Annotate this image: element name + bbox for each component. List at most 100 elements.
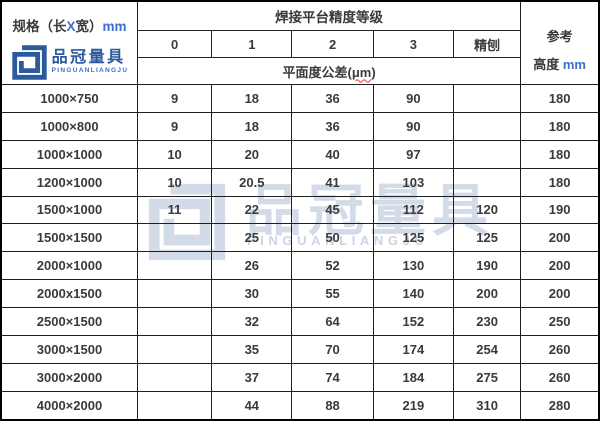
finish-planed-cell xyxy=(452,139,522,169)
spec-title-unit: mm xyxy=(102,18,127,34)
table-row: 3000×2000 37 74 184 275 260 xyxy=(0,362,600,392)
grade1-cell: 20 xyxy=(211,139,293,169)
grade3-cell: 103 xyxy=(372,167,454,197)
grade1-cell: 30 xyxy=(211,279,293,308)
spec-title-text2: 宽） xyxy=(75,18,103,34)
spec-cell: 4000×2000 xyxy=(0,390,138,421)
spec-cell: 1000×750 xyxy=(0,84,138,113)
grade3-cell: 184 xyxy=(372,362,454,392)
grade3-cell: 130 xyxy=(372,251,454,281)
spec-cell: 2000x1500 xyxy=(0,279,138,308)
grade2-cell: 88 xyxy=(291,390,374,421)
brand-name: 品冠量具 xyxy=(51,49,126,66)
height-cell: 180 xyxy=(520,139,600,169)
finish-planed-cell xyxy=(452,167,522,197)
brand-romanized: PINGUANLIANGJU xyxy=(51,67,129,74)
finish-planed-cell: 275 xyxy=(452,362,522,392)
grade3-cell: 90 xyxy=(372,84,454,113)
grade0-cell xyxy=(136,390,213,421)
grade2-cell: 74 xyxy=(291,362,374,392)
grade0-cell xyxy=(136,279,213,308)
grade-col-finish-planed: 精刨 xyxy=(452,30,522,58)
grade-col-3: 3 xyxy=(372,30,454,58)
spec-cell: 1000×1000 xyxy=(0,139,138,169)
table-row: 1000×800 9 18 36 90 180 xyxy=(0,111,600,141)
grade-col-1: 1 xyxy=(211,30,293,58)
flatness-tolerance-header: 平面度公差(μm) xyxy=(136,57,522,85)
spec-cell: 1000×800 xyxy=(0,111,138,141)
grade1-cell: 37 xyxy=(211,362,293,392)
height-cell: 180 xyxy=(520,84,600,113)
flatness-label-suffix: ) xyxy=(371,64,376,80)
grade0-cell: 11 xyxy=(136,195,213,225)
table-row: 1000×750 9 18 36 90 180 xyxy=(0,84,600,113)
finish-planed-cell xyxy=(452,84,522,113)
grade2-cell: 45 xyxy=(291,195,374,225)
grade0-cell xyxy=(136,251,213,281)
grade1-cell: 32 xyxy=(211,307,293,336)
header-row-2: 0 1 2 3 精刨 xyxy=(1,30,599,58)
header-row-1: 规格（长X宽）mm 品冠量具 PINGUANLIANGJU 焊接平台精度等级 参… xyxy=(0,0,600,85)
height-cell: 260 xyxy=(520,334,600,364)
grade3-cell: 90 xyxy=(372,111,454,141)
table-row: 2500×1500 32 64 152 230 250 xyxy=(0,307,600,336)
flatness-label: 平面度公差( xyxy=(282,64,352,80)
height-cell: 200 xyxy=(520,223,600,253)
spec-title-text: 规格（长 xyxy=(12,18,67,34)
height-cell: 260 xyxy=(520,362,600,392)
grade0-cell: 10 xyxy=(136,167,213,197)
grade2-cell: 70 xyxy=(291,334,374,364)
grade1-cell: 35 xyxy=(211,334,293,364)
grade0-cell xyxy=(136,223,213,253)
finish-planed-cell: 125 xyxy=(452,223,522,253)
finish-planed-cell: 310 xyxy=(452,390,522,421)
grade0-cell: 10 xyxy=(136,139,213,169)
ref-height-line2: 高度 mm xyxy=(521,54,598,73)
spec-cell: 1200×1000 xyxy=(0,167,138,197)
table-row: 2000x1500 30 55 140 200 200 xyxy=(0,279,600,308)
table-row: 1500×1500 25 50 125 125 200 xyxy=(0,223,600,253)
grade3-cell: 174 xyxy=(372,334,454,364)
spec-cell: 2500×1500 xyxy=(0,307,138,336)
spec-cell: 3000×1500 xyxy=(0,334,138,364)
grade2-cell: 36 xyxy=(291,84,374,113)
grade3-cell: 140 xyxy=(372,279,454,308)
ref-height-header-cell: 参考 高度 mm xyxy=(520,0,600,85)
flatness-unit: μm xyxy=(351,64,372,80)
grade-col-2: 2 xyxy=(291,30,374,58)
grade3-cell: 125 xyxy=(372,223,454,253)
table-row: 3000×1500 35 70 174 254 260 xyxy=(0,334,600,364)
finish-planed-cell: 190 xyxy=(452,251,522,281)
grade1-cell: 44 xyxy=(211,390,293,421)
grade3-cell: 112 xyxy=(372,195,454,225)
height-cell: 200 xyxy=(520,279,600,308)
grade0-cell: 9 xyxy=(136,84,213,113)
grade0-cell xyxy=(136,307,213,336)
grade1-cell: 25 xyxy=(211,223,293,253)
finish-planed-cell: 230 xyxy=(452,307,522,336)
height-cell: 180 xyxy=(520,111,600,141)
header-row-3: 平面度公差(μm) xyxy=(1,57,599,85)
ref-height-unit: mm xyxy=(562,56,586,72)
spec-cell: 1500×1000 xyxy=(0,195,138,225)
ref-height-text: 高度 xyxy=(533,56,560,72)
height-cell: 180 xyxy=(520,167,600,197)
grade2-cell: 40 xyxy=(291,139,374,169)
grade2-cell: 64 xyxy=(291,307,374,336)
grade1-cell: 22 xyxy=(211,195,293,225)
grade-group-header: 焊接平台精度等级 xyxy=(136,0,522,31)
finish-planed-cell xyxy=(452,111,522,141)
spec-header-cell: 规格（长X宽）mm 品冠量具 PINGUANLIANGJU xyxy=(0,0,138,85)
table-row: 1000×1000 10 20 40 97 180 xyxy=(0,139,600,169)
grade1-cell: 26 xyxy=(211,251,293,281)
height-cell: 190 xyxy=(520,195,600,225)
height-cell: 250 xyxy=(520,307,600,336)
grade3-cell: 219 xyxy=(372,390,454,421)
grade2-cell: 52 xyxy=(291,251,374,281)
finish-planed-cell: 200 xyxy=(452,279,522,308)
grade1-cell: 18 xyxy=(211,84,293,113)
table-row: 4000×2000 44 88 219 310 280 xyxy=(0,390,600,421)
grade0-cell xyxy=(136,334,213,364)
